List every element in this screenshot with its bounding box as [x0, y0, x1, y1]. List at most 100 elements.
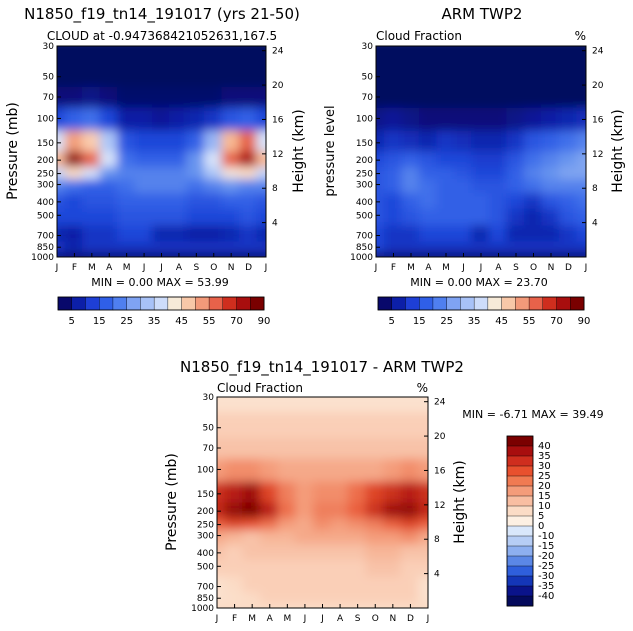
- colorbar-swatch: [506, 485, 534, 497]
- obs-cell: [558, 179, 579, 194]
- model-cell: [221, 179, 241, 194]
- colorbar-label: 5: [389, 316, 395, 327]
- y-tick-label: 850: [197, 594, 214, 604]
- diff-cell: [224, 592, 245, 604]
- obs-cell: [401, 61, 421, 88]
- model-cell: [186, 46, 206, 62]
- model-cell: [64, 107, 85, 132]
- model-heatmap: [57, 46, 266, 257]
- obs-cell: [488, 208, 509, 226]
- obs-cell: [523, 86, 544, 109]
- y-tick-label: 70: [362, 93, 374, 103]
- model-cell: [256, 166, 266, 180]
- diff-cell: [224, 437, 245, 460]
- obs-cell: [523, 151, 544, 168]
- x-tick-label: D: [407, 614, 414, 624]
- diff-cell: [330, 397, 350, 413]
- obs-cell: [576, 225, 586, 242]
- colorbar-swatch: [506, 445, 534, 457]
- obs-cell: [506, 193, 526, 210]
- model-cell: [57, 193, 67, 210]
- model-cell: [221, 61, 241, 88]
- model-cell: [256, 61, 266, 88]
- x-tick-label: J: [374, 263, 378, 273]
- x-tick-label: J: [159, 263, 163, 273]
- diff-cell: [260, 481, 280, 503]
- obs-cell: [558, 130, 579, 152]
- colorbar-label: 5: [538, 511, 544, 522]
- model-cell: [256, 86, 266, 109]
- colorbar-swatch: [570, 296, 585, 311]
- height-tick-label: 4: [592, 219, 598, 229]
- diff-cell: [330, 544, 350, 561]
- diff-cell: [383, 481, 403, 503]
- x-tick-label: J: [215, 614, 219, 624]
- diff-cell: [295, 412, 315, 439]
- obs-cell: [471, 130, 491, 152]
- x-tick-label: A: [425, 263, 432, 273]
- obs-cell: [558, 166, 579, 180]
- colorbar-swatch: [112, 296, 128, 311]
- obs-cell: [576, 208, 586, 226]
- model-cell: [186, 107, 206, 132]
- diff-cell: [224, 530, 245, 545]
- x-tick-label: J: [264, 263, 268, 273]
- model-cell: [204, 208, 224, 226]
- diff-cell: [217, 559, 227, 577]
- diff-cell: [277, 544, 298, 561]
- y-tick-label: 150: [37, 139, 54, 149]
- model-cell: [99, 193, 119, 210]
- colorbar-swatch: [506, 515, 534, 527]
- diff-cell: [312, 559, 333, 577]
- x-tick-label: O: [530, 263, 537, 273]
- model-cell: [117, 151, 137, 168]
- model-cell: [204, 61, 224, 88]
- obs-cell: [541, 46, 561, 62]
- model-cell: [186, 179, 206, 194]
- colorbar-swatch: [391, 296, 406, 311]
- model-cell: [169, 208, 189, 226]
- diff-cell: [217, 437, 227, 460]
- height-tick-label: 16: [434, 466, 446, 476]
- model-cell: [57, 166, 67, 180]
- colorbar-label: 25: [538, 471, 551, 482]
- diff-cell: [277, 559, 298, 577]
- obs-cell: [471, 166, 491, 180]
- obs-cell: [436, 166, 456, 180]
- x-tick-label: J: [320, 614, 324, 624]
- model-cell: [238, 46, 259, 62]
- x-tick-label: J: [479, 263, 483, 273]
- x-tick-label: M: [248, 614, 256, 624]
- colorbar-swatch: [236, 296, 251, 311]
- obs-cell: [558, 107, 579, 132]
- obs-cell: [383, 151, 404, 168]
- obs-cell: [418, 130, 439, 152]
- model-cell: [82, 86, 102, 109]
- colorbar-swatch: [153, 296, 169, 311]
- model-cell: [57, 151, 67, 168]
- model-cell: [99, 46, 119, 62]
- model-cell: [221, 166, 241, 180]
- x-tick-label: S: [355, 614, 361, 624]
- x-tick-label: N: [228, 263, 235, 273]
- diff-cell: [312, 517, 333, 531]
- model-cell: [99, 107, 119, 132]
- model-cell: [204, 225, 224, 242]
- obs-cell: [401, 46, 421, 62]
- obs-cell: [471, 151, 491, 168]
- diff-cell: [242, 502, 262, 519]
- colorbar-label: 35: [538, 451, 551, 462]
- colorbar-label: 10: [538, 501, 551, 512]
- y-tick-label: 150: [356, 139, 373, 149]
- model-cell: [57, 225, 67, 242]
- model-cell: [64, 225, 85, 242]
- height-tick-label: 12: [592, 150, 603, 160]
- diff-cell: [365, 592, 386, 604]
- model-cell: [64, 61, 85, 88]
- colorbar-label: -35: [538, 581, 554, 592]
- obs-cell: [523, 225, 544, 242]
- diff-cell: [242, 397, 262, 413]
- obs-cell: [506, 166, 526, 180]
- diff-cell: [277, 412, 298, 439]
- obs-cell: [576, 107, 586, 132]
